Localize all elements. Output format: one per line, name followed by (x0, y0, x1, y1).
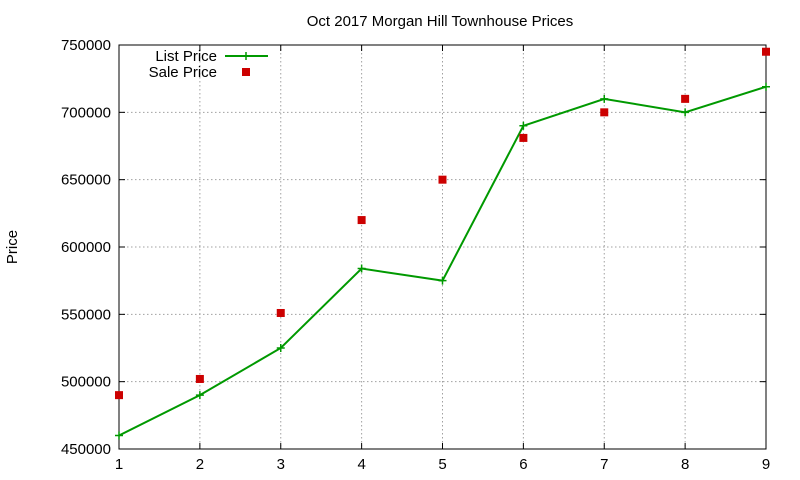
list-price-point (195, 391, 204, 400)
x-tick-label: 5 (438, 456, 446, 473)
x-tick-label: 7 (600, 456, 608, 473)
x-tick-label: 3 (277, 456, 285, 473)
y-tick-label: 450000 (61, 441, 111, 458)
list-price-point (357, 264, 366, 273)
data-series (115, 47, 770, 440)
sale-price-point (438, 175, 447, 184)
sale-price-point (762, 47, 770, 56)
y-tick-label: 600000 (61, 239, 111, 256)
y-tick-label: 700000 (61, 104, 111, 121)
sale-price-point (357, 216, 366, 225)
x-tick-label: 2 (196, 456, 204, 473)
legend-swatch-sale-price (242, 68, 250, 76)
y-axis-label: Price (4, 230, 21, 264)
y-tick-label: 500000 (61, 374, 111, 391)
list-price-point (519, 121, 528, 130)
list-price-point (438, 276, 447, 285)
y-tick-label: 550000 (61, 306, 111, 323)
sale-price-point (681, 94, 690, 103)
list-price-point (115, 431, 123, 440)
legend-marker-list-price (242, 52, 250, 60)
list-price-point (276, 344, 285, 352)
sale-price-point (519, 133, 528, 142)
sale-price-point (600, 108, 609, 117)
sale-price-point (115, 391, 123, 400)
x-tick-label: 8 (681, 456, 689, 473)
y-tick-label: 750000 (61, 37, 111, 54)
y-tick-label: 650000 (61, 172, 111, 189)
list-price-point (600, 94, 609, 103)
axis-ticks: 1 2 3 4 5 6 7 8 9 450000 500000 550000 600000 650000 7… (61, 37, 770, 473)
grid-lines (119, 45, 766, 449)
chart-title: Oct 2017 Morgan Hill Townhouse Prices (307, 13, 574, 30)
x-tick-label: 6 (519, 456, 527, 473)
x-tick-label: 4 (357, 456, 365, 473)
sale-price-point (195, 374, 204, 383)
x-tick-label: 9 (762, 456, 770, 473)
sale-price-point (276, 308, 285, 317)
list-price-point (681, 108, 690, 117)
legend-label-list-price: List Price (155, 48, 217, 65)
x-tick-label: 1 (115, 456, 123, 473)
legend-label-sale-price: Sale Price (149, 64, 217, 81)
list-price-point (762, 82, 770, 91)
